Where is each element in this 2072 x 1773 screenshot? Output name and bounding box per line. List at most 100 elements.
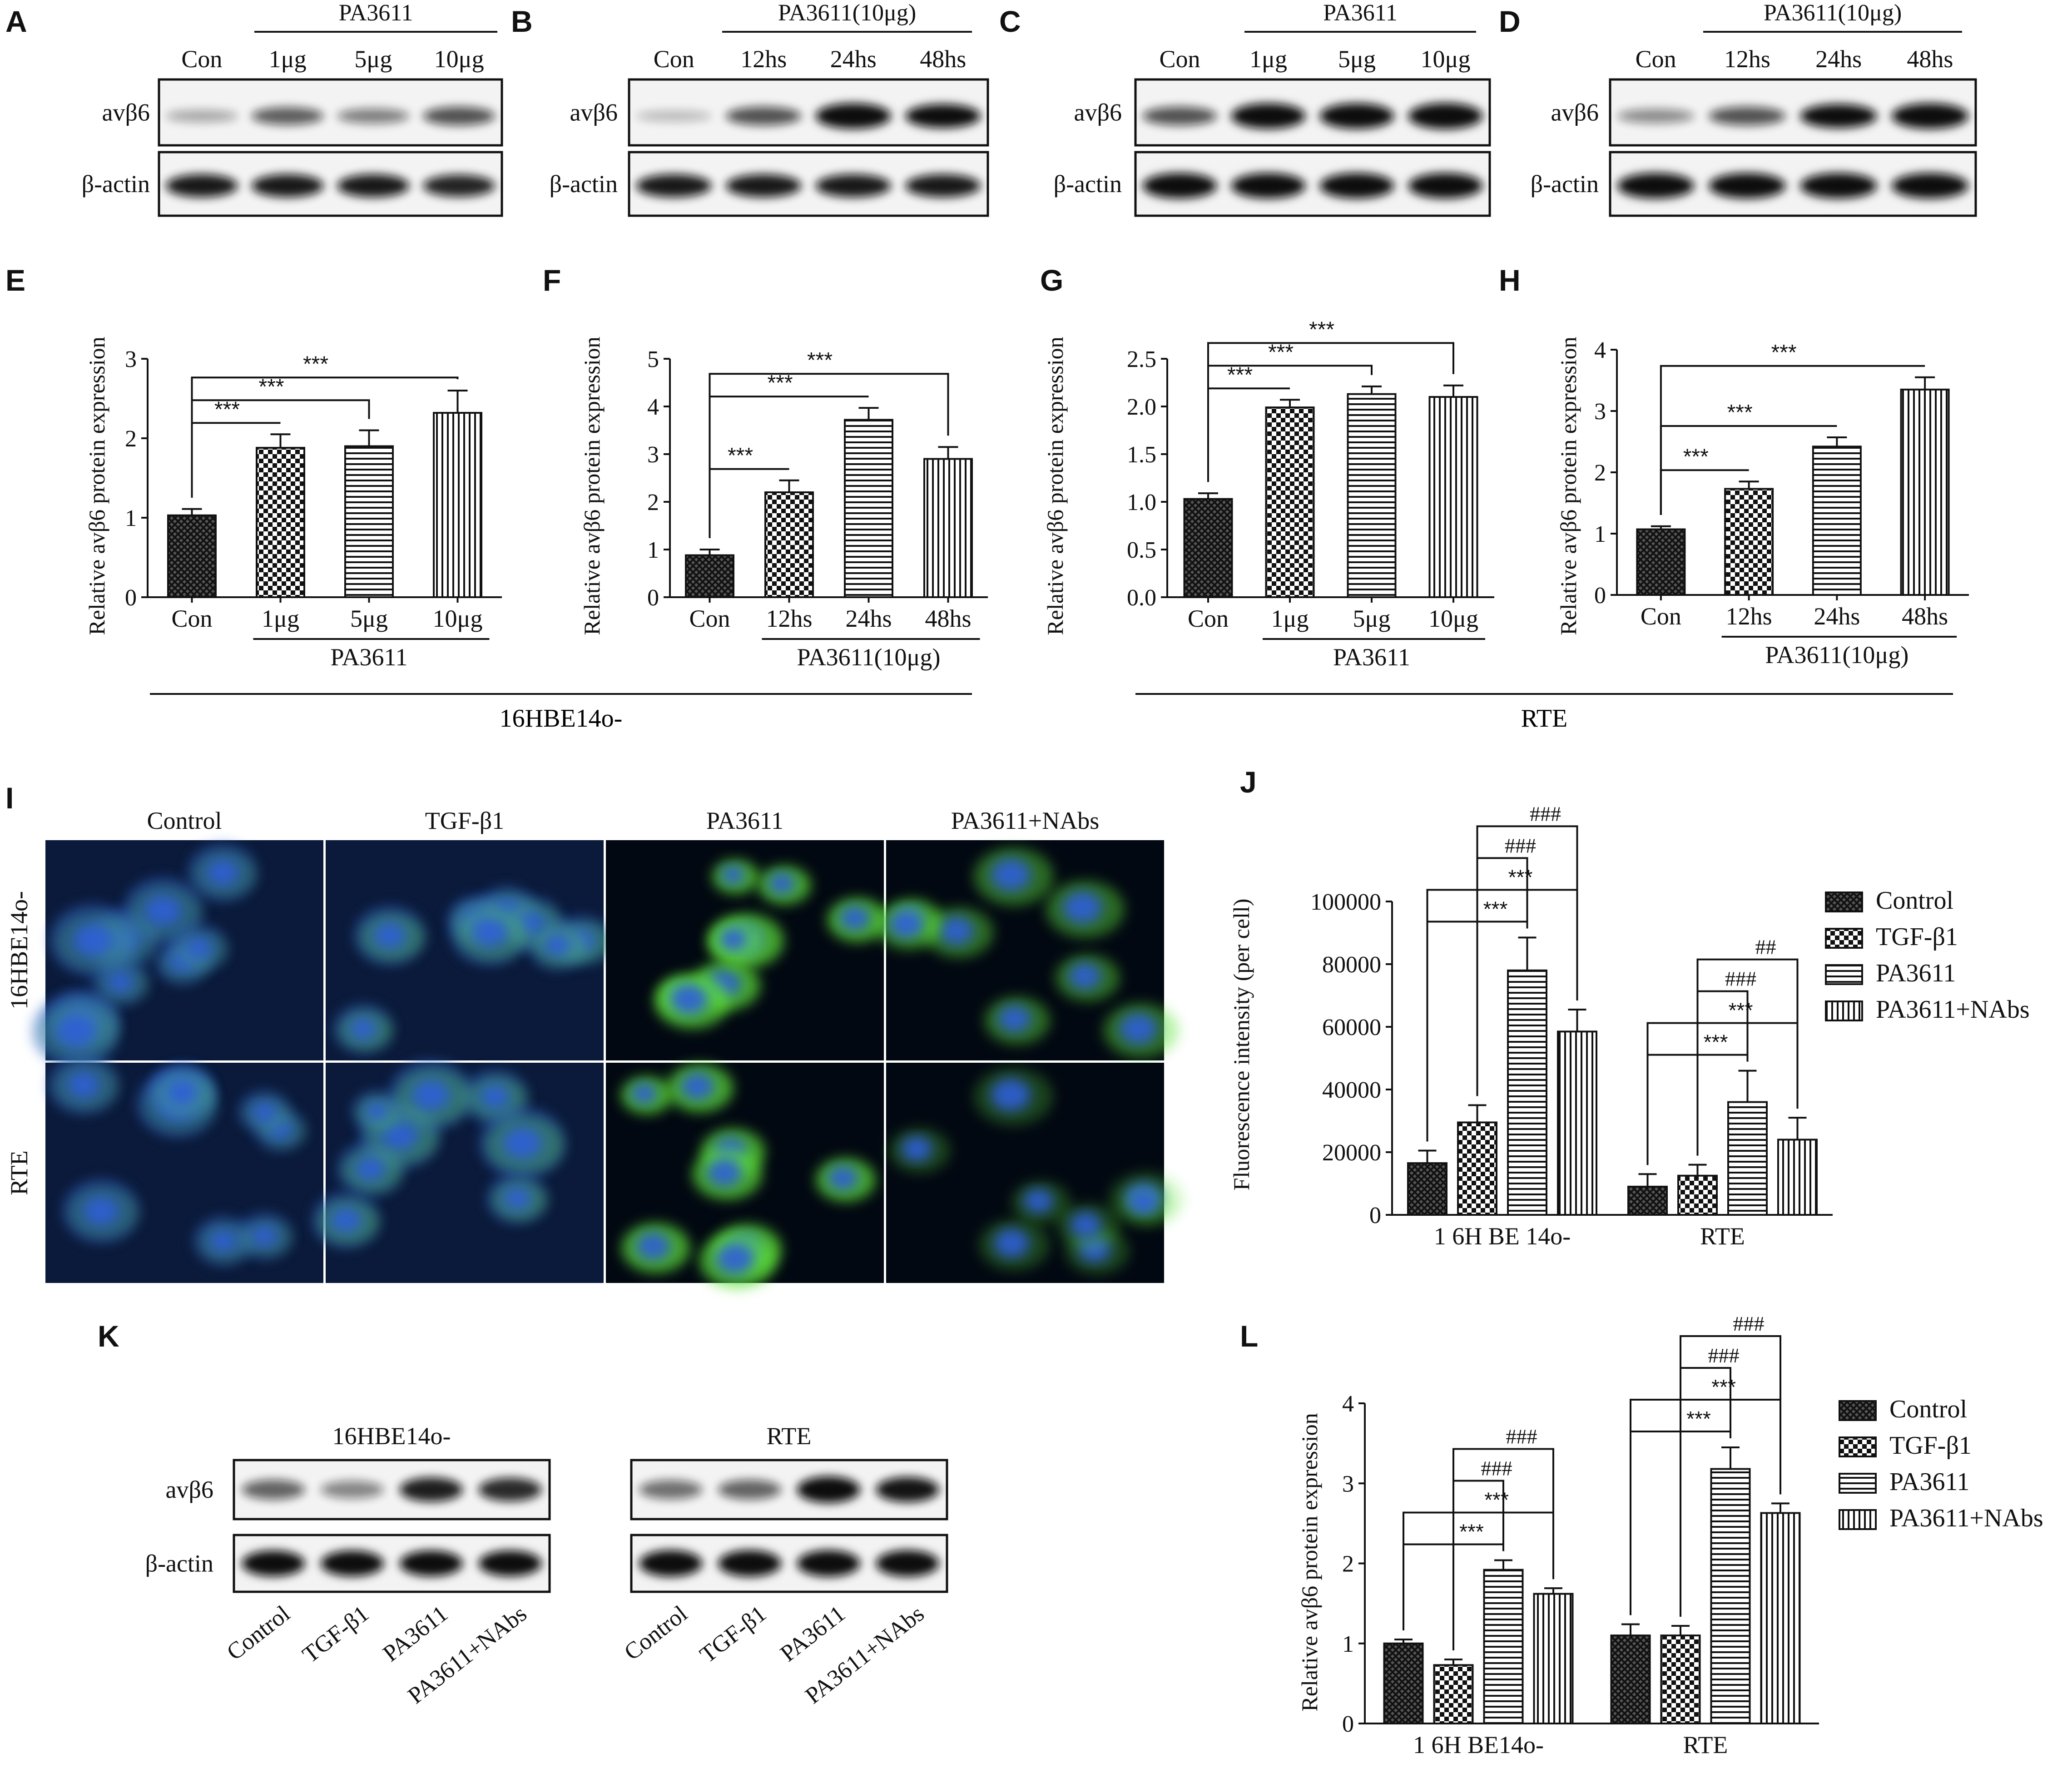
lane-label: TGF-β1 <box>298 1601 374 1668</box>
sig-label: ## <box>1755 936 1776 959</box>
x-tick-label: 1 6H BE14o- <box>1413 1731 1544 1758</box>
cell-nucleus <box>210 1230 237 1252</box>
blot-band <box>636 110 712 122</box>
y-tick-label: 3 <box>647 442 659 468</box>
lane-label: 1μg <box>269 45 307 73</box>
bar <box>1610 1634 1651 1724</box>
bar <box>1677 1174 1718 1216</box>
x-tick-label: 10μg <box>433 605 483 632</box>
lane-label: Con <box>1636 45 1676 73</box>
cell-nucleus <box>355 1156 385 1181</box>
micrograph-row-label: RTE <box>5 1150 33 1195</box>
y-tick-label: 0 <box>1369 1203 1381 1228</box>
y-axis-label: Relative avβ6 protein expression <box>1297 1413 1322 1711</box>
sig-label: *** <box>1459 1520 1484 1543</box>
blot-band <box>399 1550 463 1576</box>
panel-letter: D <box>1499 5 1521 38</box>
y-tick-label: 3 <box>1594 399 1606 425</box>
cell-nucleus <box>991 858 1031 891</box>
x-tick-label: 5μg <box>1353 605 1391 632</box>
sig-label: *** <box>1727 401 1753 425</box>
blot-band <box>321 1481 384 1499</box>
bar <box>1428 396 1478 598</box>
bar <box>844 419 893 599</box>
chart-h: H 0 1 2 3 4 Relative avβ6 protein expression Co… <box>1499 263 1969 669</box>
group-label: PA3611(10μg) <box>797 644 941 671</box>
micrograph-tile <box>45 1055 323 1283</box>
blot-band <box>876 1550 939 1577</box>
y-tick-label: 2 <box>647 490 659 515</box>
legend-swatch <box>1839 1400 1877 1421</box>
x-tick-label: Con <box>1188 605 1229 632</box>
cell-nucleus <box>108 971 133 992</box>
cell-nucleus <box>998 1005 1031 1032</box>
lane-label: 10μg <box>1421 45 1471 73</box>
legend-swatch <box>1839 1509 1877 1530</box>
blot-header: PA3611(10μg) <box>778 0 916 26</box>
bar <box>923 458 973 598</box>
lane-label: 5μg <box>354 45 392 73</box>
cell-nucleus <box>253 1102 276 1122</box>
lane-label: 10μg <box>434 45 484 73</box>
sig-label: *** <box>807 348 833 372</box>
blot-band <box>815 174 891 198</box>
blot-band <box>251 174 324 198</box>
cell-nucleus <box>721 865 745 885</box>
cell-nucleus <box>768 872 795 894</box>
x-tick-label: 48hs <box>1902 603 1948 630</box>
cell-nucleus <box>636 1232 670 1260</box>
y-tick-label: 20000 <box>1322 1140 1381 1166</box>
blot-band <box>905 104 981 128</box>
group-label-16hbe: 16HBE14o- <box>500 704 623 733</box>
blot-row-label: β-actin <box>1531 170 1599 198</box>
blot-band <box>1142 173 1217 199</box>
lane-label: 12hs <box>740 45 787 73</box>
blot-band <box>423 174 495 197</box>
micrograph-tile <box>312 1060 604 1283</box>
panel-letter: A <box>5 5 27 38</box>
bar <box>433 412 482 598</box>
cell-nucleus <box>901 1136 932 1162</box>
cell-nucleus <box>828 1166 858 1190</box>
x-tick-label: RTE <box>1683 1731 1728 1758</box>
cell-nucleus <box>503 1127 542 1159</box>
cell-nucleus <box>252 1225 277 1247</box>
bar <box>1483 1569 1524 1725</box>
cell-nucleus <box>991 1078 1031 1111</box>
y-tick-label: 4 <box>647 394 659 420</box>
blot-band <box>718 1550 782 1577</box>
y-tick-label: 0.5 <box>1127 537 1156 563</box>
cell-nucleus <box>56 1015 96 1047</box>
panel-letter: E <box>5 263 25 297</box>
legend-swatch <box>1839 1436 1877 1457</box>
blot-band <box>1231 173 1306 199</box>
panel-letter: H <box>1499 263 1521 297</box>
sig-label: *** <box>767 371 793 395</box>
blot-panel-a: A PA3611 Con 1μg 5μg 10μg avβ6 β-actin <box>5 0 503 217</box>
chart-e: E 0 1 2 3 Relative avβ6 protein expression Con… <box>5 263 502 671</box>
cell-nucleus <box>889 911 922 938</box>
group-label: PA3611(10μg) <box>1765 641 1908 669</box>
bar <box>1660 1634 1701 1724</box>
lane-label: PA3611 <box>776 1601 850 1667</box>
chart-f: F 0 1 2 3 4 5 Relative avβ6 protein expression C… <box>543 263 988 671</box>
blot-band <box>1617 109 1695 124</box>
blot-band <box>1800 104 1877 128</box>
lane-label: Con <box>181 45 222 73</box>
sig-bracket <box>191 376 459 498</box>
legend-label: PA3611+NAbs <box>1889 1504 2043 1532</box>
blot-band <box>242 1480 305 1500</box>
cell-nucleus <box>939 916 974 945</box>
panel-letter: C <box>999 5 1021 38</box>
blot-row-label: avβ6 <box>1551 99 1599 126</box>
y-tick-label: 4 <box>1342 1391 1354 1417</box>
x-tick-label: 48hs <box>925 605 971 632</box>
blot-row-label: avβ6 <box>102 99 150 126</box>
cell-nucleus <box>186 937 212 959</box>
blot-header: PA3611 <box>1323 0 1398 26</box>
blot-band <box>321 1550 384 1576</box>
bar <box>1347 393 1397 598</box>
y-tick-label: 2 <box>125 426 137 452</box>
y-tick-label: 5 <box>647 347 659 372</box>
